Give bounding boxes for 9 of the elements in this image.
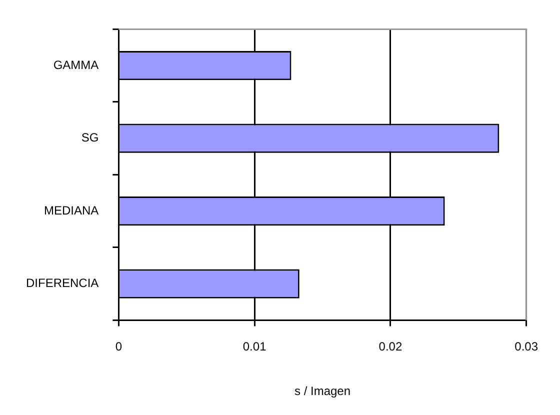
x-tick-label: 0: [115, 340, 122, 354]
x-tick-label: 0.03: [514, 340, 538, 354]
y-tick-label: SG: [81, 130, 99, 145]
x-tick-label: 0.01: [242, 340, 267, 354]
y-tick-label: GAMMA: [53, 58, 99, 72]
y-tick-label: DIFERENCIA: [26, 276, 99, 290]
x-tick-label: 0.02: [378, 340, 402, 354]
y-tick-label: MEDIANA: [44, 203, 99, 218]
x-axis-title: s / Imagen: [294, 384, 351, 398]
